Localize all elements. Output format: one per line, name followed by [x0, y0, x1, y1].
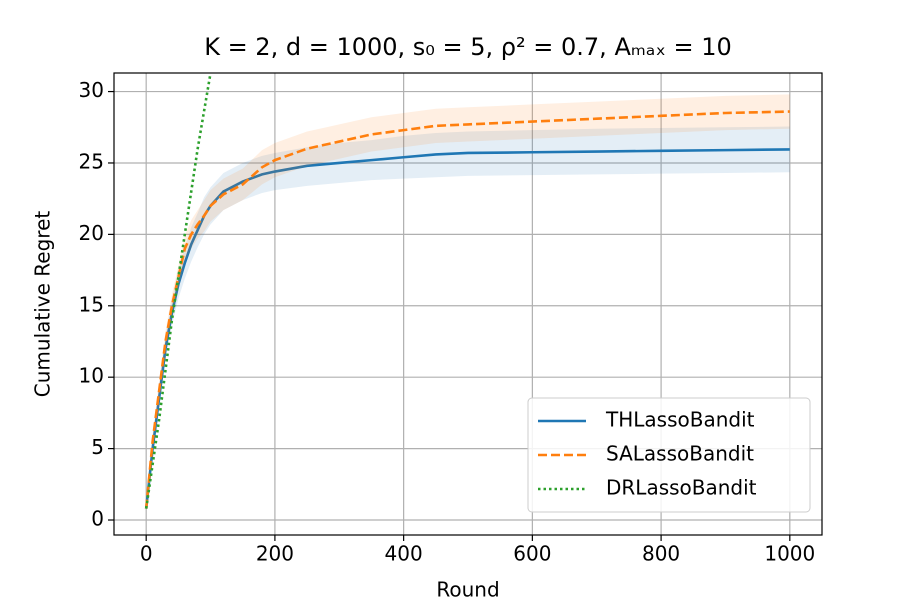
- x-tick-label: 200: [256, 542, 294, 566]
- legend-label: DRLassoBandit: [606, 476, 757, 500]
- series-line: [144, 148, 790, 509]
- plot-area: [144, 73, 790, 511]
- y-tick-label: 30: [79, 78, 104, 102]
- chart-title: K = 2, d = 1000, s₀ = 5, ρ² = 0.7, Aₘₐₓ …: [204, 33, 732, 61]
- x-tick-label: 600: [513, 542, 551, 566]
- series-line: [144, 73, 212, 509]
- y-tick-label: 5: [91, 435, 104, 459]
- y-tick-label: 10: [79, 364, 104, 388]
- x-axis-label: Round: [436, 578, 499, 602]
- legend-label: SALassoBandit: [606, 442, 754, 466]
- legend-label: THLassoBandit: [605, 408, 755, 432]
- x-tick-label: 400: [385, 542, 423, 566]
- x-tick-label: 1000: [764, 542, 815, 566]
- y-tick-label: 15: [79, 292, 104, 316]
- x-tick-label: 0: [140, 542, 153, 566]
- y-axis-label: Cumulative Regret: [31, 211, 55, 398]
- axes-frame: [113, 72, 823, 536]
- series-line: [144, 110, 790, 509]
- y-tick-label: 25: [79, 149, 104, 173]
- y-tick-label: 0: [91, 507, 104, 531]
- confidence-band: [146, 126, 790, 511]
- legend-box: [527, 397, 811, 513]
- y-tick-label: 20: [79, 221, 104, 245]
- x-tick-label: 800: [642, 542, 680, 566]
